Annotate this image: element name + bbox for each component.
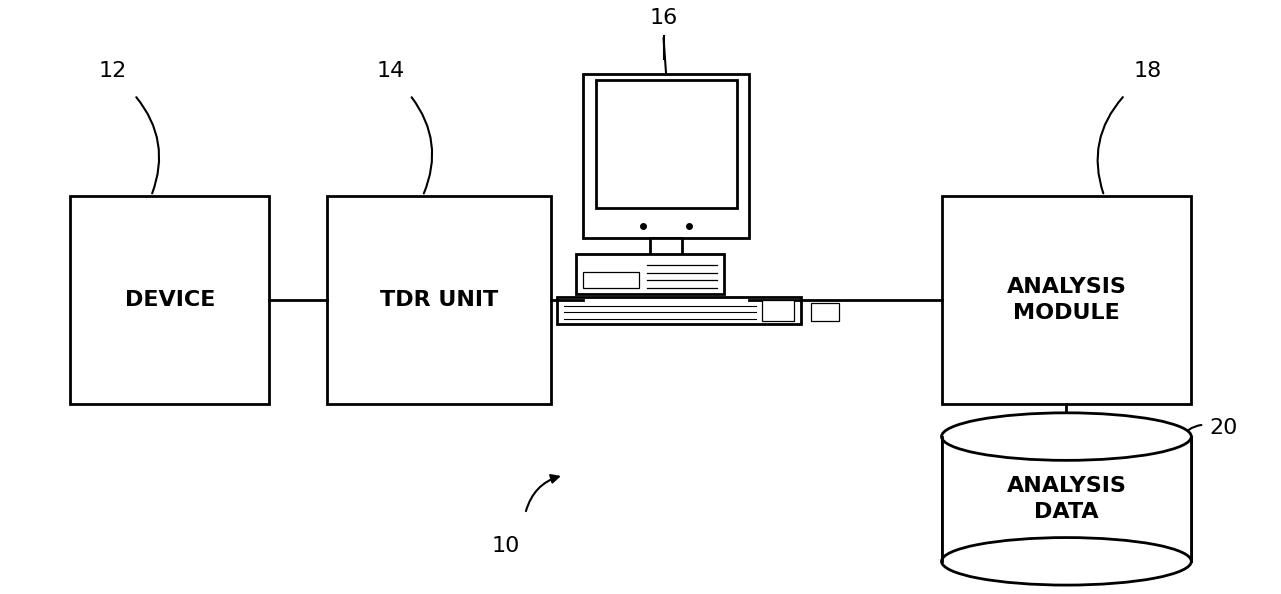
Bar [942,437,1191,561]
Bar [327,196,551,404]
Bar [942,196,1191,404]
Text: 18: 18 [1134,61,1162,81]
Bar [583,272,639,288]
Text: 12: 12 [99,61,127,81]
Text: 20: 20 [1209,418,1237,438]
Text: 16: 16 [649,8,678,28]
Text: ANALYSIS
MODULE: ANALYSIS MODULE [1007,277,1126,323]
Text: DEVICE: DEVICE [124,290,215,310]
Bar [596,80,737,208]
Text: TDR UNIT: TDR UNIT [379,290,498,310]
Bar [70,196,269,404]
Ellipse shape [942,413,1191,460]
Bar [651,238,683,255]
Bar [811,303,839,321]
Text: ANALYSIS
DATA: ANALYSIS DATA [1007,476,1126,522]
Bar [762,300,794,321]
Bar [557,297,801,324]
Text: 14: 14 [377,61,405,81]
Bar [576,254,724,294]
Ellipse shape [942,538,1191,585]
Text: 10: 10 [492,536,520,557]
Bar [583,74,749,238]
